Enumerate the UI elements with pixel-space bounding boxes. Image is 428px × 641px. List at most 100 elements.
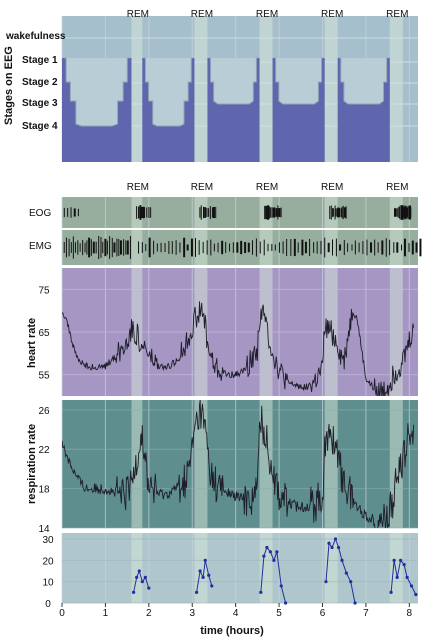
rem-label-top-1: REM <box>127 9 149 20</box>
resp-tick-26: 26 <box>38 406 50 417</box>
resp-tick-18: 18 <box>38 485 50 496</box>
resp-axis-label: respiration rate <box>26 424 38 504</box>
bottom-series-point-5-5 <box>402 563 406 567</box>
heart-rate-line <box>62 301 415 396</box>
rem-band-emg-1 <box>131 230 143 265</box>
rem-label-mid-3: REM <box>256 182 278 193</box>
hypnogram-cycle-5-outline <box>339 57 389 105</box>
rem-label-mid-5: REM <box>386 182 408 193</box>
rem-band-eeg-1 <box>131 16 143 162</box>
x-tick-label-4: 4 <box>233 608 239 619</box>
hypnogram-cycle-5-bowl <box>339 58 389 104</box>
hypnogram-cycle-4-bowl <box>274 58 324 104</box>
stage-label-stage2: Stage 2 <box>22 77 58 88</box>
rem-label-top-4: REM <box>321 9 343 20</box>
hr-tick-65: 65 <box>38 328 50 339</box>
bottom-series-point-4-3 <box>330 545 334 550</box>
rem-band-emg-4 <box>324 230 338 265</box>
bottom-series-point-3-4 <box>268 550 272 554</box>
rem-highlights <box>131 16 403 603</box>
bottom-series-point-1-6 <box>147 586 151 590</box>
x-tick-label-5: 5 <box>276 608 282 619</box>
hypnogram-cycle-1-bowl <box>64 58 130 126</box>
bottom-series-point-4-2 <box>327 541 331 545</box>
stage-label-stage3: Stage 3 <box>22 98 58 109</box>
panel-bg-low <box>62 533 418 603</box>
bottom-series-point-2-6 <box>210 584 214 588</box>
bottom-series-point-3-7 <box>279 584 283 588</box>
rem-band-low-4 <box>324 533 338 603</box>
bottom-series-point-4-9 <box>353 601 357 605</box>
x-tick-label-8: 8 <box>407 608 413 619</box>
eog-label: EOG <box>29 208 51 219</box>
x-axis-label: time (hours) <box>200 625 264 637</box>
x-tick-label-1: 1 <box>103 608 109 619</box>
rem-label-top-5: REM <box>386 9 408 20</box>
low-tick-0: 0 <box>45 599 51 610</box>
bottom-series-point-5-1 <box>389 590 393 594</box>
bottom-series-point-1-2 <box>135 575 139 580</box>
x-tick-label-6: 6 <box>320 608 326 619</box>
bottom-series-point-5-2 <box>392 558 396 562</box>
bottom-series-point-1-5 <box>143 575 147 580</box>
hypnogram-cycle-4-outline <box>274 57 324 105</box>
bottom-series-point-5-6 <box>405 575 409 580</box>
bottom-series-point-2-1 <box>194 590 199 594</box>
hr-tick-55: 55 <box>38 371 50 382</box>
rem-band-resp-5 <box>389 400 403 528</box>
bottom-series-line-1 <box>133 569 150 593</box>
rem-label-mid-4: REM <box>321 182 343 193</box>
text-labels: REM REM REM REM REM REM REM REM REM REM wakefulnes… <box>3 9 413 637</box>
bottom-series-point-2-5 <box>207 573 211 577</box>
bottom-series-point-3-6 <box>275 550 279 554</box>
bottom-series-point-2-2 <box>198 569 202 573</box>
stage-label-wakefulness: wakefulness <box>5 31 66 42</box>
resp-tick-14: 14 <box>38 524 50 535</box>
bottom-series-point-1-4 <box>140 580 144 584</box>
emg-label: EMG <box>29 241 52 252</box>
rem-band-emg-2 <box>194 230 208 265</box>
respiration-rate-line <box>62 400 415 528</box>
bottom-series-point-4-6 <box>340 558 344 562</box>
x-tick-label-2: 2 <box>146 608 152 619</box>
hypnogram-cycle-2-bowl <box>143 58 193 126</box>
bottom-series-point-3-3 <box>265 545 269 550</box>
bottom-series-point-4-8 <box>349 580 353 584</box>
x-tick-label-0: 0 <box>59 608 65 619</box>
x-tick-label-3: 3 <box>189 608 195 619</box>
rem-band-low-5 <box>389 533 403 603</box>
bottom-series-point-5-8 <box>414 592 418 597</box>
rem-label-top-3: REM <box>256 9 278 20</box>
bottom-series-point-2-4 <box>203 558 207 562</box>
bottom-series-line-5 <box>390 559 417 595</box>
low-tick-10: 10 <box>42 578 54 589</box>
bottom-series-point-3-2 <box>262 554 266 558</box>
hr-tick-75: 75 <box>38 285 50 296</box>
bottom-series-point-1-3 <box>137 569 141 573</box>
rem-label-top-2: REM <box>191 9 213 20</box>
bottom-series-point-4-4 <box>333 537 338 541</box>
rem-label-mid-2: REM <box>191 182 213 193</box>
data-marks <box>62 57 422 605</box>
bottom-series-point-3-8 <box>283 601 288 605</box>
bottom-series-point-4-7 <box>344 571 348 575</box>
hr-axis-label: heart rate <box>26 318 38 368</box>
panel-bg-eog <box>62 197 418 228</box>
low-tick-20: 20 <box>42 556 54 567</box>
hypnogram-cycle-3-outline <box>209 57 258 105</box>
hypnogram-cycle-1-outline <box>64 57 130 127</box>
low-tick-30: 30 <box>42 535 54 546</box>
stage-label-stage1: Stage 1 <box>22 55 58 66</box>
bottom-series-point-2-3 <box>201 575 205 580</box>
bottom-series-point-4-1 <box>324 580 328 584</box>
hypnogram-cycle-2-outline <box>143 57 193 127</box>
stage-label-stage4: Stage 4 <box>22 121 58 132</box>
bottom-series-point-5-3 <box>395 575 399 580</box>
bottom-series-point-4-5 <box>336 545 341 550</box>
bottom-series-point-1-1 <box>132 590 136 594</box>
resp-tick-22: 22 <box>38 445 50 456</box>
rem-band-emg-3 <box>259 230 273 265</box>
panel-bg-resp <box>62 400 418 528</box>
